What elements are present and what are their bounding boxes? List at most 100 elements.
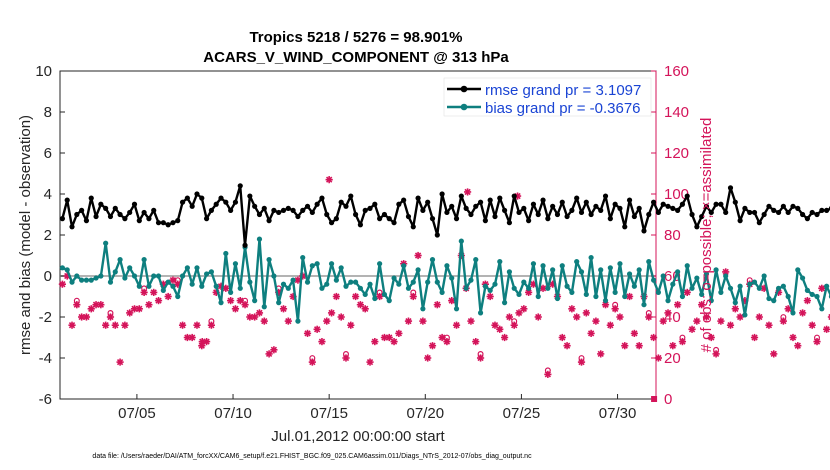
rmse-point bbox=[535, 211, 541, 218]
rmse-point bbox=[708, 209, 714, 216]
rmse-point bbox=[98, 201, 104, 207]
rmse-series bbox=[59, 183, 830, 248]
assimilated-count-marker bbox=[164, 292, 172, 301]
rmse-point bbox=[256, 211, 263, 218]
bias-point bbox=[218, 300, 224, 306]
rmse-point bbox=[112, 205, 118, 211]
assimilated-count-marker bbox=[529, 280, 538, 288]
bias-point bbox=[747, 281, 753, 287]
rmse-point bbox=[458, 193, 464, 199]
rmse-point bbox=[819, 207, 825, 213]
rmse-point bbox=[405, 213, 412, 220]
rmse-point bbox=[410, 224, 416, 230]
bias-point bbox=[276, 300, 282, 306]
assimilated-count-marker bbox=[463, 188, 472, 196]
legend: rmse grand pr = 3.1097 bias grand pr = -… bbox=[443, 77, 652, 117]
bias-point bbox=[646, 259, 652, 265]
rmse-point bbox=[487, 197, 493, 203]
rmse-point bbox=[276, 209, 282, 216]
bias-point bbox=[535, 293, 541, 300]
assimilated-count-marker bbox=[251, 313, 259, 321]
rmse-point bbox=[612, 201, 618, 207]
assimilated-count-marker bbox=[794, 342, 802, 350]
rmse-point bbox=[780, 203, 786, 209]
bias-point bbox=[141, 257, 147, 263]
rmse-point bbox=[497, 195, 503, 201]
rmse-point bbox=[252, 203, 258, 209]
bias-point bbox=[607, 265, 613, 271]
assimilated-count-marker bbox=[630, 329, 638, 337]
assimilated-count-marker bbox=[106, 313, 115, 321]
data-file-footer: data file: /Users/raeder/DAI/ATM_forcXX/… bbox=[92, 453, 532, 460]
rmse-point bbox=[146, 216, 152, 222]
bias-point bbox=[261, 304, 267, 310]
bias-point bbox=[232, 261, 239, 267]
rmse-point bbox=[516, 209, 522, 216]
bias-point bbox=[247, 279, 253, 285]
assimilated-count-marker bbox=[395, 329, 403, 337]
bias-point bbox=[343, 283, 349, 289]
bias-point bbox=[122, 275, 128, 281]
assimilated-count-marker bbox=[303, 329, 312, 337]
rmse-point bbox=[79, 207, 85, 213]
rmse-point bbox=[559, 199, 565, 205]
rmse-point bbox=[434, 232, 440, 238]
rmse-point bbox=[247, 193, 253, 199]
assimilated-count-marker bbox=[510, 321, 518, 329]
bias-point bbox=[98, 273, 104, 279]
rmse-point bbox=[732, 199, 738, 205]
assimilated-count-marker bbox=[366, 358, 374, 366]
assimilated-count-marker bbox=[116, 358, 124, 366]
rmse-point bbox=[107, 213, 114, 220]
rmse-point bbox=[208, 207, 215, 213]
bias-point bbox=[396, 281, 402, 287]
assimilated-count-marker bbox=[193, 321, 201, 329]
assimilated-count-marker bbox=[342, 354, 350, 362]
rmse-point bbox=[775, 209, 782, 216]
assimilated-count-marker bbox=[674, 301, 682, 309]
bias-point bbox=[415, 267, 421, 273]
bias-point bbox=[295, 318, 301, 324]
bias-point bbox=[751, 279, 758, 285]
bias-point bbox=[199, 283, 205, 289]
rmse-point bbox=[352, 211, 359, 218]
rmse-point bbox=[453, 216, 460, 222]
bias-point bbox=[578, 269, 585, 275]
bias-point bbox=[237, 285, 243, 291]
bias-point bbox=[333, 277, 339, 283]
rmse-point bbox=[155, 220, 162, 226]
bias-point bbox=[670, 281, 676, 287]
assimilated-count-marker bbox=[82, 313, 91, 321]
rmse-point bbox=[742, 205, 748, 211]
right-tick-label: 0 bbox=[664, 391, 672, 408]
assimilated-count-marker bbox=[496, 325, 504, 333]
bias-point bbox=[151, 273, 157, 279]
bias-point bbox=[636, 267, 642, 273]
bias-point bbox=[69, 279, 75, 285]
assimilated-count-marker bbox=[376, 292, 384, 301]
rmse-point bbox=[718, 201, 724, 207]
bias-point bbox=[675, 269, 681, 275]
bias-point bbox=[799, 275, 806, 281]
bias-point bbox=[622, 293, 628, 300]
bias-point bbox=[506, 269, 513, 275]
assimilated-count-marker bbox=[169, 276, 177, 284]
rmse-point bbox=[319, 195, 325, 201]
x-tick-label: 07/30 bbox=[599, 405, 637, 422]
rmse-point bbox=[804, 216, 811, 222]
rmse-point bbox=[103, 205, 109, 211]
assimilated-count-marker bbox=[135, 305, 143, 313]
assimilated-count-marker bbox=[68, 321, 76, 329]
rmse-point bbox=[641, 228, 647, 234]
right-tick-label: 20 bbox=[664, 350, 681, 367]
bias-point bbox=[372, 295, 378, 302]
assimilated-count-marker bbox=[255, 309, 264, 317]
rmse-point bbox=[588, 211, 594, 218]
rmse-point bbox=[170, 220, 176, 226]
bias-point bbox=[223, 250, 229, 257]
bias-point bbox=[377, 261, 383, 267]
assimilated-count-marker bbox=[520, 305, 528, 313]
rmse-point bbox=[670, 205, 676, 211]
rmse-point bbox=[328, 220, 335, 226]
